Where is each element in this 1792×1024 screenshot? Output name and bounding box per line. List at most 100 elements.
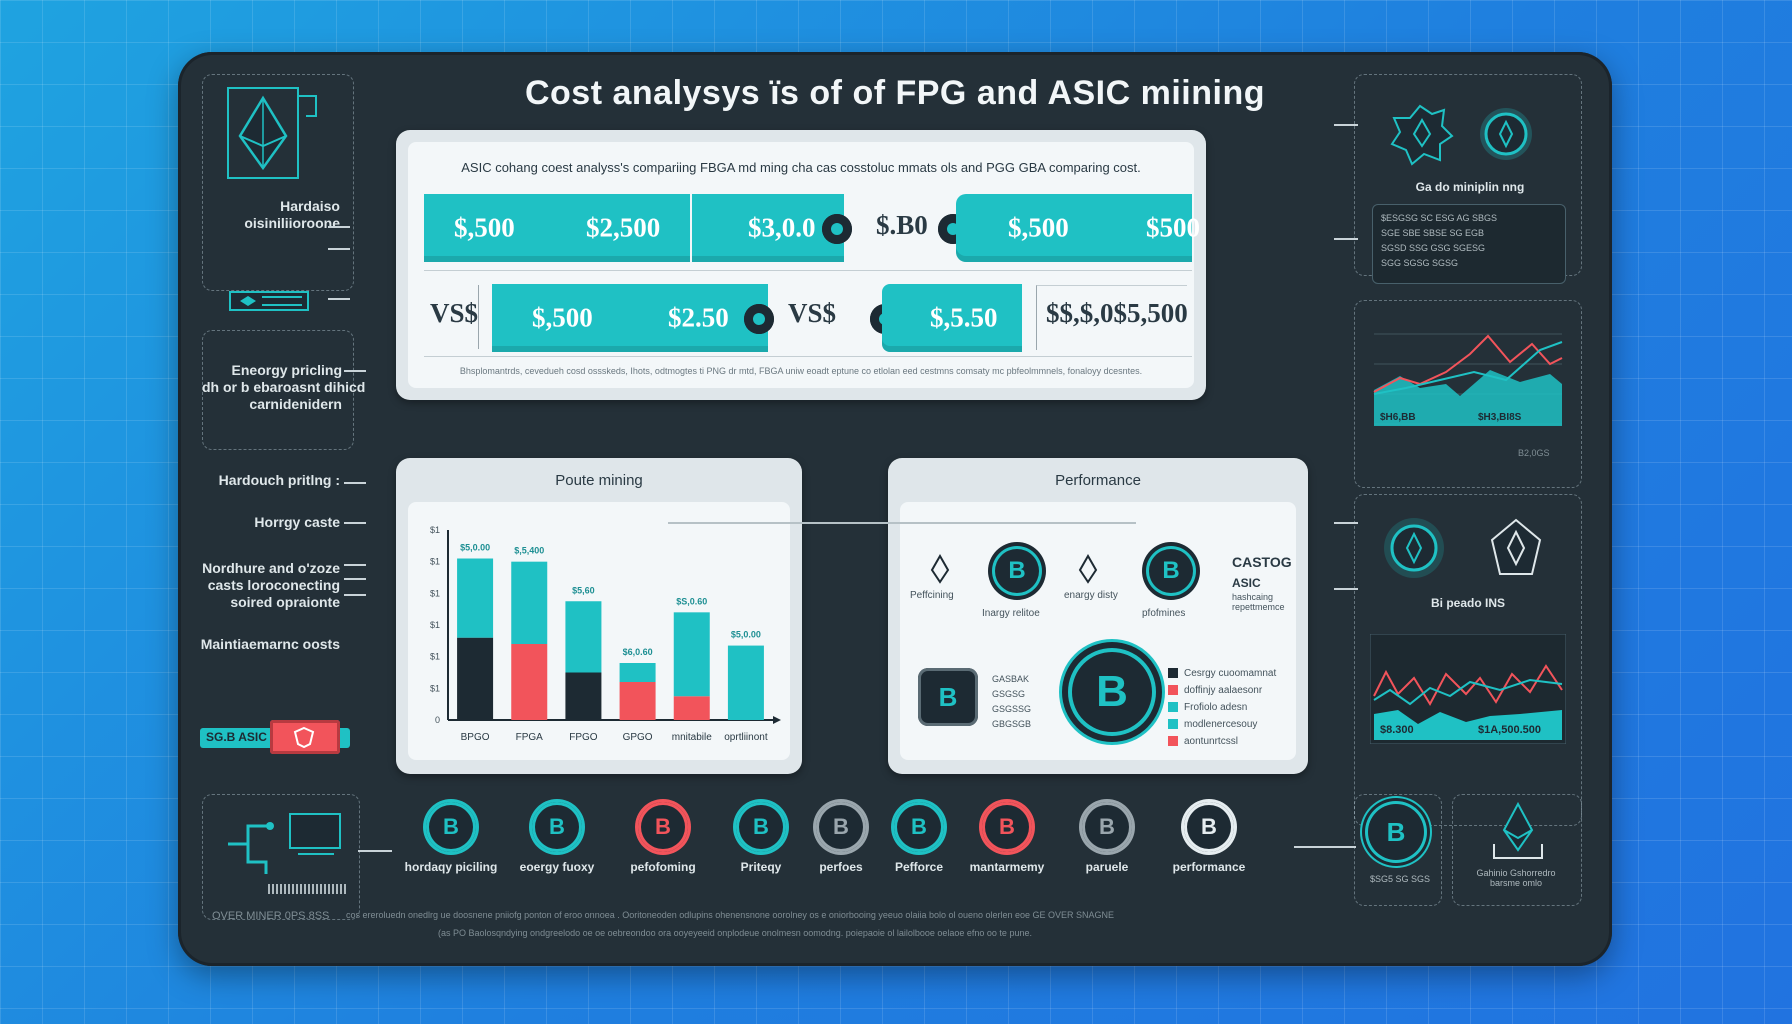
legend-label: modlenercesouy: [1184, 719, 1258, 730]
bar-segment: [727, 645, 764, 720]
crypto-coin-icon: B: [816, 802, 866, 852]
page-title: Cost analysys ïs of of FPG and ASIC miin…: [524, 74, 1265, 112]
x-tick-label: oprtliinont: [724, 732, 768, 743]
gpu-card-icon: [229, 291, 309, 311]
bar-segment: [673, 696, 710, 720]
vs-label: VS$: [430, 298, 479, 328]
crypto-icons: [1384, 518, 1542, 578]
legend-item: doffinjy aalaesonr: [1168, 685, 1262, 696]
x-axis-arrow: [773, 716, 781, 724]
x-tick-label: FPGO: [569, 732, 598, 743]
coin-label: eoergy fuoxy: [519, 860, 595, 874]
mining-badge-icons: [1390, 104, 1532, 166]
dashboard-board: Cost analysys ïs of of FPG and ASIC miin…: [178, 52, 1612, 966]
bar-data-label: $S,0.60: [676, 596, 707, 606]
bar-segment: [619, 663, 656, 682]
connector-knob: [744, 304, 774, 334]
x-tick-label: BPGO: [461, 732, 490, 743]
crypto-coin-icon: B: [894, 802, 944, 852]
legend-swatch: [1168, 736, 1178, 747]
crypto-coin-icon: B: [638, 802, 688, 852]
coin-label: hordaqy piciling: [404, 860, 498, 874]
bitcoin-coin-icon: B: [992, 546, 1042, 596]
connector: [1334, 238, 1358, 240]
y-tick-label: $1: [430, 620, 440, 630]
info-box: $ESGSG SC ESG AG SBGS SGE SBE SBSE SG EG…: [1372, 204, 1566, 284]
legend-swatch: [1168, 685, 1178, 696]
x-tick-label: mnitabile: [672, 732, 712, 743]
coin-label: paruele: [1085, 860, 1129, 874]
hardware-pricing-label: Hardouch pritlng :: [218, 472, 340, 488]
coin-label: performance: [1172, 860, 1246, 874]
y-tick-label: $1: [430, 525, 440, 535]
energy-pricing-label: Eneorgy pricling dh or b ebaroasnt dihic…: [202, 362, 366, 412]
legend-item: modlenercesouy: [1168, 719, 1257, 730]
crypto-coin-icon: B: [426, 802, 476, 852]
bar-segment: [457, 558, 494, 638]
maintenance-costs-label: Maintiaemarnc oosts: [200, 636, 340, 652]
bar-segment: [511, 561, 548, 644]
left-energy-frame: [202, 330, 354, 450]
right-graph-frame: [1354, 300, 1582, 488]
asic-badge: SG.B ASIC: [200, 720, 350, 754]
ethereum-small-icon: [1078, 554, 1098, 584]
crypto-coin-icon: B: [736, 802, 786, 852]
legend-label: Cesrgy cuoomamnat: [1184, 668, 1277, 679]
legend-item: Cesrgy cuoomamnat: [1168, 668, 1276, 679]
connector: [344, 578, 366, 580]
chart-panel: Poute mining 0 $1 $1 $1 $1 $1 $1 $5,0.00 BPGO $,5…: [396, 458, 802, 774]
crypto-coin-icon: B: [982, 802, 1032, 852]
connector: [328, 226, 350, 228]
performance-panel: Performance Peffcining B Inargy relitoe …: [888, 458, 1308, 774]
bar-segment: [619, 682, 656, 720]
y-tick-label: $1: [430, 557, 440, 567]
bar-chart: 0 $1 $1 $1 $1 $1 $1 $5,0.00 BPGO $,5,400 FPGA $5,60…: [430, 525, 781, 743]
energy-costs-label: Horrgy caste: [254, 514, 340, 530]
bar-segment: [673, 612, 710, 697]
shield-icon: [293, 726, 315, 748]
coin-label: Priteqy: [740, 860, 782, 874]
connector: [1294, 846, 1356, 848]
bar-data-label: $5,0.00: [460, 543, 490, 553]
connector: [344, 522, 366, 524]
y-tick-label: $1: [430, 588, 440, 598]
right-middle-frame: [1354, 494, 1582, 826]
connector: [344, 564, 366, 566]
cost-comparison-panel: ASIC cohang coest analyss's compariing F…: [396, 130, 1206, 400]
legend-label: aontunrtcssl: [1184, 736, 1238, 747]
x-tick-label: GPGO: [623, 732, 653, 743]
trend-chart: [1373, 333, 1563, 426]
price-bar: $3,0.0: [692, 194, 844, 262]
bar-data-label: $5,60: [572, 585, 595, 595]
mining-rig-icon: [228, 813, 341, 874]
bar-segment: [457, 637, 494, 720]
hardware-costs-label: Nordhure and o'zoze casts loroconecting …: [202, 560, 340, 610]
right-bottom-frame: [1354, 794, 1442, 906]
hardware-label: Hardaiso oisiniliioroone: [244, 198, 340, 231]
legend-label: Frofiolo adesn: [1184, 702, 1248, 713]
panel-footnote: Bhsplomantrds, cevedueh cosd ossskeds, I…: [459, 366, 1143, 376]
connector: [1334, 588, 1358, 590]
bar-data-label: $,5,400: [514, 546, 544, 556]
connector: [344, 370, 366, 372]
coin-label: mantarmemy: [969, 860, 1045, 874]
y-tick-label: $1: [430, 683, 440, 693]
y-tick-label: 0: [435, 715, 440, 725]
connector-knob: [822, 214, 852, 244]
connector: [1334, 124, 1358, 126]
legend-label: doffinjy aalaesonr: [1184, 685, 1263, 696]
coin-label: pefofoming: [630, 860, 696, 874]
crypto-coin-icon: B: [1184, 802, 1234, 852]
left-bottom-frame: [202, 794, 360, 920]
price-bar: $,5.50: [882, 284, 1022, 352]
crypto-coin-icon: B: [1082, 802, 1132, 852]
price-bar: $,500 $2.50: [492, 284, 768, 352]
bar-segment: [565, 672, 602, 720]
price-bar: $,500 $2,500: [424, 194, 690, 262]
legend-swatch: [1168, 668, 1178, 679]
y-tick-label: $1: [430, 652, 440, 662]
connector: [328, 298, 350, 300]
legend-item: Frofiolo adesn: [1168, 702, 1247, 713]
asic-chip-icon: B: [918, 668, 978, 726]
